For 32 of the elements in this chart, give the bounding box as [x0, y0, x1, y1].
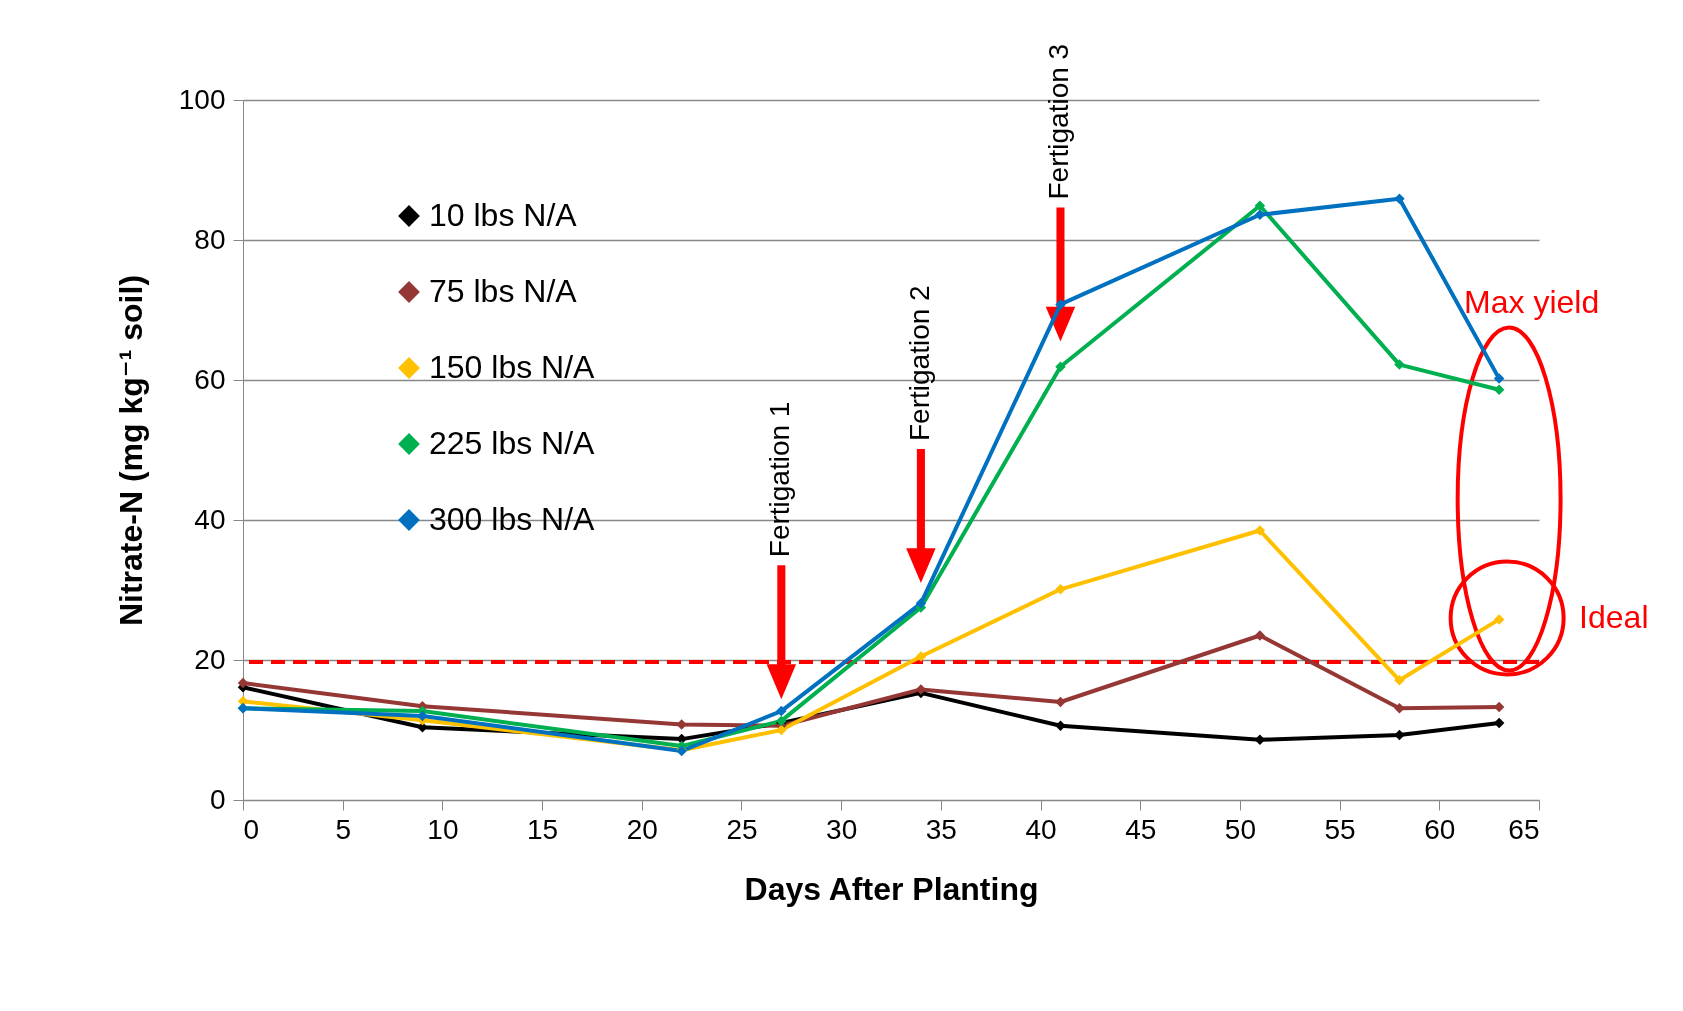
- annotation: Fertigation 1: [764, 401, 796, 558]
- y-axis-title: Nitrate-N (mg kg⁻¹ soil): [112, 274, 149, 627]
- legend-label: 150 lbs N/A: [429, 349, 596, 385]
- x-tick-label: 30: [826, 813, 858, 845]
- x-tick-label: 20: [626, 813, 658, 845]
- x-tick-label: 10: [427, 813, 459, 845]
- text: Ideal: [1579, 599, 1649, 635]
- legend-label: 10 lbs N/A: [429, 197, 578, 233]
- x-tick-label: 25: [726, 813, 758, 845]
- x-tick-label: 65: [1508, 813, 1540, 845]
- x-tick-label: 60: [1424, 813, 1456, 845]
- y-tick-label: 0: [209, 783, 226, 815]
- y-tick-label: 100: [178, 83, 226, 115]
- annotation: Fertigation 2: [903, 285, 935, 441]
- y-tick-label: 40: [194, 503, 226, 535]
- legend-label: 225 lbs N/A: [429, 425, 596, 461]
- x-axis-title: Days After Planting: [744, 870, 1039, 907]
- x-tick-label: 5: [335, 813, 351, 845]
- legend-label: 300 lbs N/A: [429, 501, 596, 537]
- x-tick-label: 15: [527, 813, 559, 845]
- y-tick-label: 80: [194, 223, 226, 255]
- x-tick-label: 50: [1224, 813, 1256, 845]
- annotation: Max yield: [1464, 284, 1600, 320]
- y-tick-label: 60: [194, 363, 226, 395]
- x-tick-label: 40: [1025, 813, 1057, 845]
- legend-label: 75 lbs N/A: [429, 273, 578, 309]
- y-tick-label: 20: [194, 643, 226, 675]
- x-tick-label: 45: [1125, 813, 1157, 845]
- annotation: Fertigation 3: [1043, 43, 1075, 200]
- x-tick-label: 0: [243, 813, 260, 845]
- x-tick-label: 55: [1324, 813, 1356, 845]
- x-tick-label: 35: [925, 813, 957, 845]
